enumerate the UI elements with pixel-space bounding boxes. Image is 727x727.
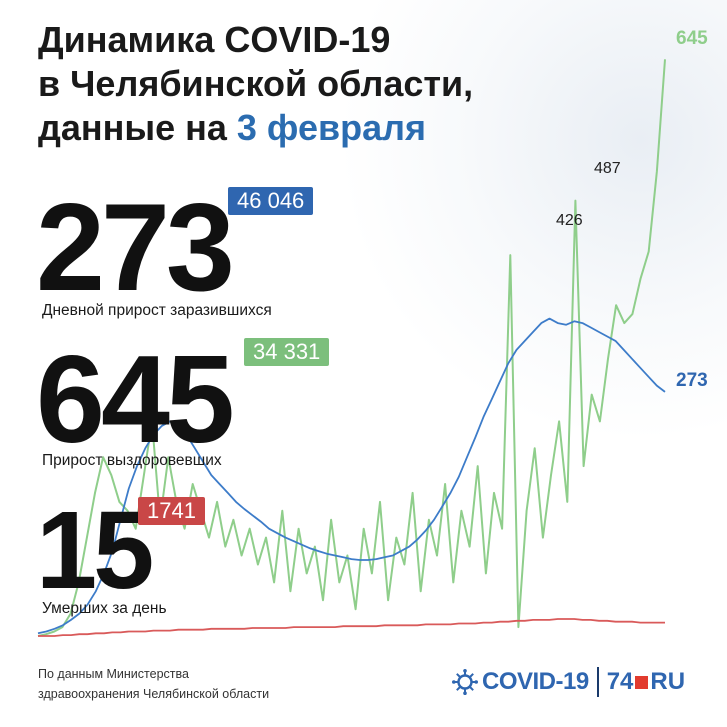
source-note: По данным Министерства здравоохранения Че… (38, 667, 270, 701)
cases-end-label: 273 (676, 370, 708, 391)
cases-total-badge: 46 046 (228, 187, 314, 215)
page-title: Динамика COVID-19 в Челябинской области,… (38, 18, 473, 150)
recovered-end-label: 645 (676, 28, 708, 49)
deaths-daily-value: 15 (36, 489, 154, 612)
logo-divider (596, 667, 599, 697)
peak-label-426: 426 (556, 212, 583, 229)
recovered-series-line (37, 59, 666, 637)
deaths-total-badge: 1741 (138, 497, 205, 525)
title-line-2: в Челябинской области, (38, 63, 474, 104)
deaths-caption: Умерших за день (42, 600, 167, 617)
virus-icon (452, 669, 478, 695)
deaths-series-line (38, 618, 665, 637)
title-date: 3 февраля (236, 107, 426, 148)
logo-red-square (635, 675, 649, 689)
peak-label-487: 487 (594, 160, 621, 177)
recovered-caption: Прирост выздоровевших (42, 452, 222, 469)
title-line-3-prefix: данные на (38, 107, 237, 148)
title-line-1: Динамика COVID-19 (38, 19, 391, 60)
brand-logo: COVID-19 74 RU (452, 663, 685, 701)
cases-daily-value: 273 (36, 179, 235, 317)
recovered-daily-value: 645 (36, 331, 235, 469)
logo-covid-text: COVID-19 (482, 668, 589, 695)
logo-74-text: 74 (606, 668, 634, 695)
recovered-total-badge: 34 331 (244, 338, 330, 366)
cases-series-line (37, 317, 666, 635)
logo-ru-text: RU (650, 668, 686, 695)
cases-caption: Дневной прирост заразившихся (42, 302, 272, 319)
